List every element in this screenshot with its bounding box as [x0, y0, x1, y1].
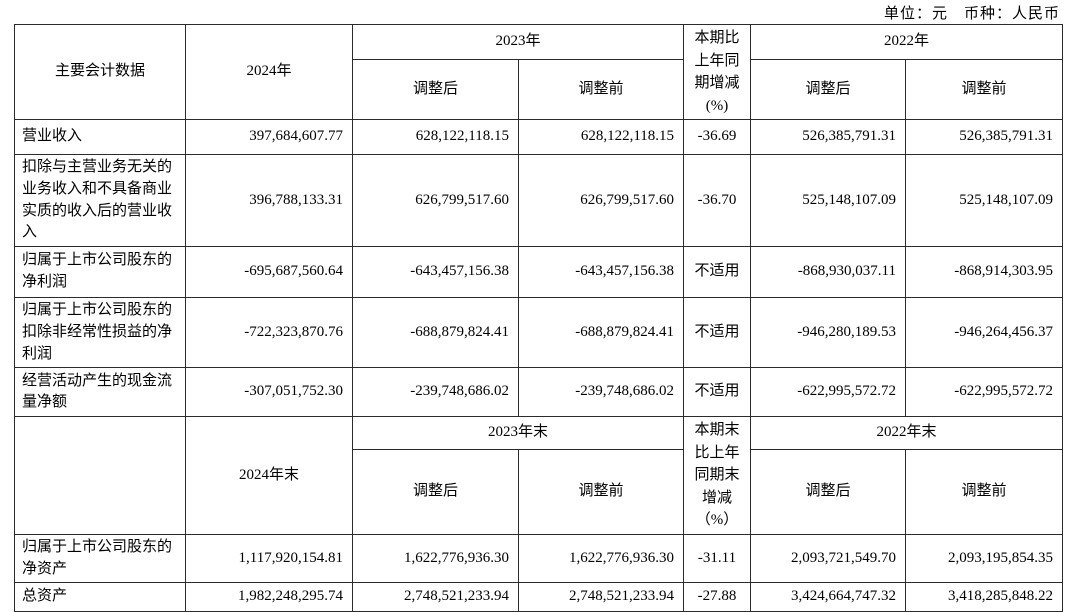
value-cell: 3,418,285,848.22 — [905, 582, 1064, 612]
value-cell: -688,879,824.41 — [352, 296, 519, 369]
value-cell: -643,457,156.38 — [352, 246, 519, 298]
value-cell: 526,385,791.31 — [750, 119, 907, 155]
row-label-net-profit-excl-nonrecurring: 归属于上市公司股东的扣除非经常性损益的净利润 — [14, 296, 186, 369]
value-cell: -239,748,686.02 — [517, 367, 685, 418]
row-label-operating-cash-flow: 经营活动产生的现金流量净额 — [14, 367, 186, 418]
header-year-2023: 2023年 — [351, 23, 685, 61]
table-row: 归属于上市公司股东的净资产 1,117,920,154.81 1,622,776… — [14, 533, 1064, 584]
header-yearend-change-pct: 本期末比上年同期末增减（%） — [683, 416, 752, 535]
value-cell: -946,264,456.37 — [905, 296, 1064, 369]
table-row: 归属于上市公司股东的净利润 -695,687,560.64 -643,457,1… — [14, 246, 1064, 298]
table-row: 扣除与主营业务无关的业务收入和不具备商业实质的收入后的营业收入 396,788,… — [14, 154, 1064, 247]
value-cell: 2,748,521,233.94 — [517, 582, 685, 612]
header-blank — [14, 416, 186, 535]
value-cell: 626,799,517.60 — [352, 154, 519, 247]
value-cell: -722,323,870.76 — [185, 296, 353, 369]
value-cell: 626,799,517.60 — [517, 154, 685, 247]
header-change-pct: 本期比上年同期增减(%) — [683, 24, 752, 120]
subheader-2022-adjusted-before: 调整前 — [905, 59, 1064, 120]
value-cell: 525,148,107.09 — [905, 154, 1064, 247]
key-accounting-data-table: 主要会计数据 2024年 2023年 本期比上年同期增减(%) 2022年 调整… — [14, 23, 1064, 612]
change-cell: -36.70 — [683, 154, 752, 247]
value-cell: 1,117,920,154.81 — [185, 533, 353, 584]
change-cell: -31.11 — [683, 533, 752, 584]
value-cell: 525,148,107.09 — [750, 154, 907, 247]
unit-currency-note: 单位：元 币种：人民币 — [883, 6, 1060, 22]
value-cell: -946,280,189.53 — [750, 296, 907, 369]
header-yearend-2024: 2024年末 — [185, 416, 353, 535]
value-cell: 1,982,248,295.74 — [185, 582, 353, 612]
change-cell: -36.69 — [683, 119, 752, 155]
subheader-2022end-adjusted-before: 调整前 — [905, 448, 1064, 535]
header-main-indicator: 主要会计数据 — [14, 24, 186, 120]
value-cell: -643,457,156.38 — [517, 246, 685, 298]
value-cell: 397,684,607.77 — [185, 119, 353, 155]
subheader-2023-adjusted-before: 调整前 — [517, 59, 685, 120]
value-cell: -688,879,824.41 — [517, 296, 685, 369]
header-year-2024: 2024年 — [185, 24, 353, 120]
row-label-operating-revenue: 营业收入 — [14, 119, 186, 155]
subheader-2023end-adjusted-after: 调整后 — [352, 448, 519, 535]
value-cell: 1,622,776,936.30 — [517, 533, 685, 584]
table-row: 归属于上市公司股东的扣除非经常性损益的净利润 -722,323,870.76 -… — [14, 296, 1064, 369]
value-cell: -239,748,686.02 — [352, 367, 519, 418]
value-cell: -868,930,037.11 — [750, 246, 907, 298]
change-cell: 不适用 — [683, 296, 752, 369]
row-label-revenue-after-deduction: 扣除与主营业务无关的业务收入和不具备商业实质的收入后的营业收入 — [14, 154, 186, 247]
value-cell: 396,788,133.31 — [185, 154, 353, 247]
header-yearend-2023: 2023年末 — [351, 416, 685, 450]
row-label-net-profit-attributable: 归属于上市公司股东的净利润 — [14, 246, 186, 298]
value-cell: 526,385,791.31 — [905, 119, 1064, 155]
table-row: 经营活动产生的现金流量净额 -307,051,752.30 -239,748,6… — [14, 367, 1064, 418]
value-cell: 1,622,776,936.30 — [352, 533, 519, 584]
subheader-2022-adjusted-after: 调整后 — [750, 59, 907, 120]
table-row: 总资产 1,982,248,295.74 2,748,521,233.94 2,… — [14, 582, 1064, 612]
table-row: 营业收入 397,684,607.77 628,122,118.15 628,1… — [14, 119, 1064, 155]
change-cell: 不适用 — [683, 367, 752, 418]
row-label-total-assets: 总资产 — [14, 582, 186, 612]
value-cell: -622,995,572.72 — [905, 367, 1064, 418]
value-cell: 2,093,721,549.70 — [750, 533, 907, 584]
value-cell: 3,424,664,747.32 — [750, 582, 907, 612]
value-cell: -622,995,572.72 — [750, 367, 907, 418]
value-cell: 628,122,118.15 — [352, 119, 519, 155]
subheader-2022end-adjusted-after: 调整后 — [750, 448, 907, 535]
subheader-2023-adjusted-after: 调整后 — [352, 59, 519, 120]
value-cell: -695,687,560.64 — [185, 246, 353, 298]
row-label-net-assets-attributable: 归属于上市公司股东的净资产 — [14, 533, 186, 584]
value-cell: -307,051,752.30 — [185, 367, 353, 418]
value-cell: -868,914,303.95 — [905, 246, 1064, 298]
header-yearend-2022: 2022年末 — [750, 416, 1064, 450]
value-cell: 628,122,118.15 — [517, 119, 685, 155]
value-cell: 2,093,195,854.35 — [905, 533, 1064, 584]
change-cell: 不适用 — [683, 246, 752, 298]
value-cell: 2,748,521,233.94 — [352, 582, 519, 612]
change-cell: -27.88 — [683, 582, 752, 612]
header-year-2022: 2022年 — [750, 23, 1064, 61]
subheader-2023end-adjusted-before: 调整前 — [517, 448, 685, 535]
